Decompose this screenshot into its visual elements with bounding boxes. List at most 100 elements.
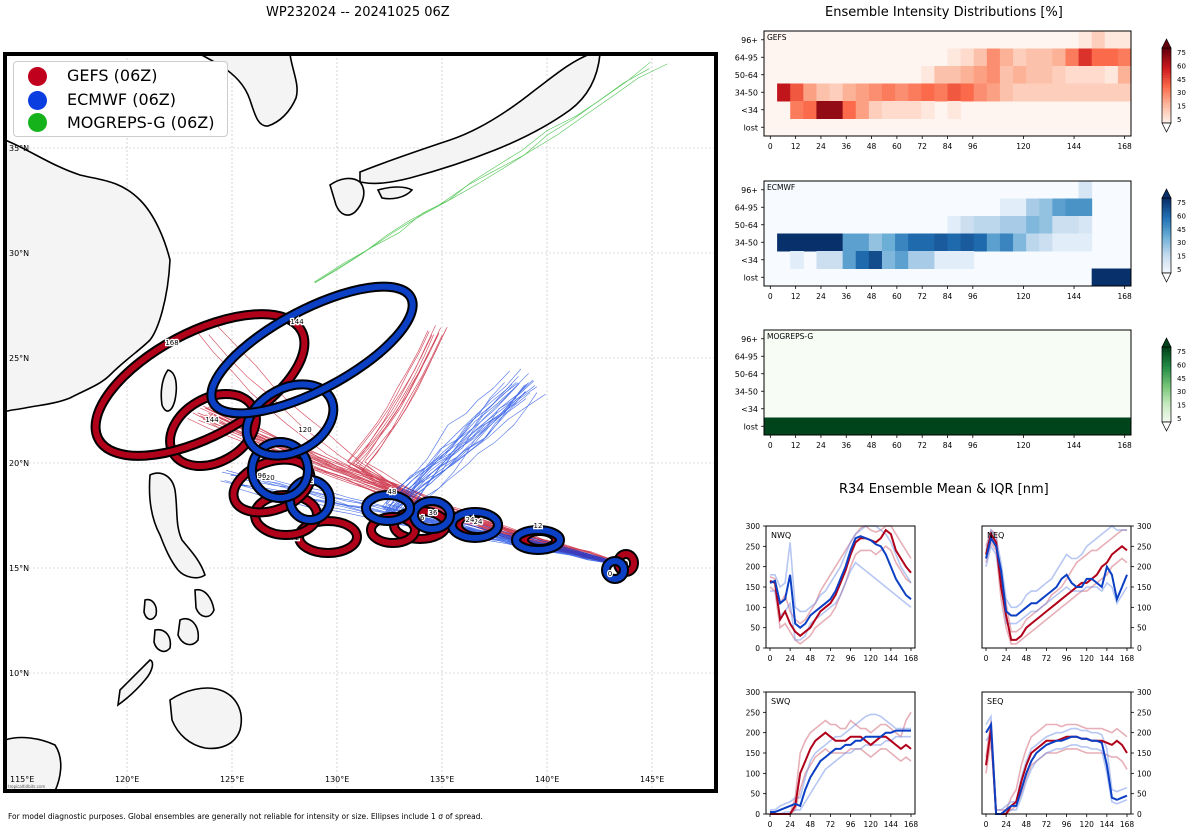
colorbar-segment (1162, 233, 1171, 236)
x-tick-label: 72 (917, 292, 927, 301)
colorbar-segment (1162, 118, 1171, 121)
spread-ellipse: 36 (409, 496, 455, 534)
x-tick-label: 60 (892, 292, 902, 301)
ecmwf-iqr-low (985, 544, 1128, 625)
heat-cell (947, 417, 962, 436)
y-category-label: 64-95 (735, 352, 758, 361)
heat-cell (1104, 268, 1119, 287)
heat-cell (921, 251, 935, 269)
colorbar-segment (1162, 253, 1171, 256)
x-tick-label: 48 (867, 441, 877, 450)
spread-ellipses: 0122436487296120144168012243648729612014… (90, 281, 639, 584)
heat-cell (1013, 417, 1027, 436)
colorbar-segment (1162, 230, 1171, 234)
heat-cell (921, 101, 935, 119)
heat-cell (1078, 198, 1093, 217)
heat-cell (999, 417, 1014, 436)
heat-cell (947, 251, 962, 269)
colorbar-segment (1162, 374, 1171, 378)
x-tick-label: 12 (791, 441, 801, 450)
y-tick-label: 50 (750, 790, 760, 799)
heat-cell (868, 101, 883, 119)
heat-cell (1039, 83, 1053, 102)
heat-cell (790, 251, 804, 269)
heat-cell (803, 101, 817, 119)
r34-title: R34 Ensemble Mean & IQR [nm] (839, 482, 1049, 497)
panel-name: ECMWF (767, 183, 795, 192)
x-tick-label: 72 (917, 441, 927, 450)
heat-cell (947, 66, 962, 84)
visayas-leyte (177, 618, 200, 646)
x-tick-label: 144 (1100, 820, 1115, 829)
legend-label-mogreps: MOGREPS-G (06Z) (67, 113, 215, 132)
heat-cell (1078, 66, 1093, 84)
map-gridlines (5, 54, 716, 791)
heat-cell (816, 251, 831, 269)
colorbar-segment (1162, 80, 1171, 84)
colorbar-tick-label: 30 (1177, 239, 1186, 247)
heat-cell (973, 417, 988, 436)
colorbar-segment (1162, 417, 1171, 420)
colorbar-segment (1162, 108, 1171, 111)
y-category-label: 64-95 (735, 203, 758, 212)
heat-cell (947, 48, 962, 67)
quadrant-name: NWQ (771, 531, 791, 540)
y-tick-label: 300 (1137, 522, 1152, 531)
heat-cell (973, 48, 988, 67)
colorbar-segment (1162, 113, 1171, 116)
quadrant-name: SWQ (771, 697, 790, 706)
colorbar-segment (1162, 379, 1171, 383)
heat-cell (1065, 83, 1080, 102)
heat-cell (842, 83, 857, 102)
heat-cell (1013, 66, 1027, 84)
heat-cell (1052, 198, 1066, 217)
x-tick-label: 72 (1042, 654, 1052, 663)
x-tick-label: 168 (1118, 142, 1133, 151)
japan-shikoku (376, 186, 414, 200)
heat-cell (921, 233, 935, 252)
lat-label: 20°N (9, 459, 29, 468)
colorbar-segment (1162, 60, 1171, 64)
colorbar-segment (1162, 382, 1171, 385)
heat-cell (947, 216, 962, 234)
y-tick-label: 100 (746, 769, 761, 778)
x-tick-label: 144 (884, 654, 899, 663)
heat-cell (1013, 48, 1027, 67)
heat-cell (868, 233, 883, 252)
colorbar-segment (1162, 414, 1171, 418)
x-tick-label: 96 (1062, 820, 1072, 829)
heat-cell (790, 417, 804, 436)
ecmwf-legend-marker (28, 91, 47, 110)
spread-ellipse: 96 (247, 437, 313, 503)
colorbar-segment (1162, 354, 1171, 358)
heat-cell (1117, 268, 1132, 287)
palawan (116, 659, 154, 707)
panel-name: GEFS (767, 33, 787, 42)
x-tick-label: 72 (826, 820, 836, 829)
x-tick-label: 120 (864, 654, 879, 663)
y-tick-label: 200 (1137, 729, 1152, 738)
x-tick-label: 0 (984, 654, 989, 663)
heat-cell (790, 233, 804, 252)
y-tick-label: 0 (755, 810, 760, 819)
heat-cell (1065, 417, 1080, 436)
x-tick-label: 0 (768, 142, 773, 151)
y-category-label: 34-50 (735, 387, 758, 396)
heat-cell (1052, 66, 1066, 84)
colorbar-tick-label: 30 (1177, 89, 1186, 97)
y-tick-label: 50 (1137, 790, 1147, 799)
track-map: 0122436487296120144168012243648729612014… (3, 52, 718, 793)
colorbar-segment (1162, 255, 1171, 259)
heat-cell (764, 417, 778, 436)
heat-cell (1013, 198, 1027, 217)
heat-cell (986, 66, 1001, 84)
x-tick-label: 72 (917, 142, 927, 151)
colorbar-segment (1162, 367, 1171, 370)
colorbar-segment (1162, 95, 1171, 99)
heat-cell (816, 101, 831, 119)
ellipse-hour-label: 144 (290, 318, 304, 326)
heat-cell (999, 216, 1014, 234)
heat-cell (960, 66, 975, 84)
heat-cell (973, 83, 988, 102)
x-tick-label: 48 (1022, 654, 1032, 663)
